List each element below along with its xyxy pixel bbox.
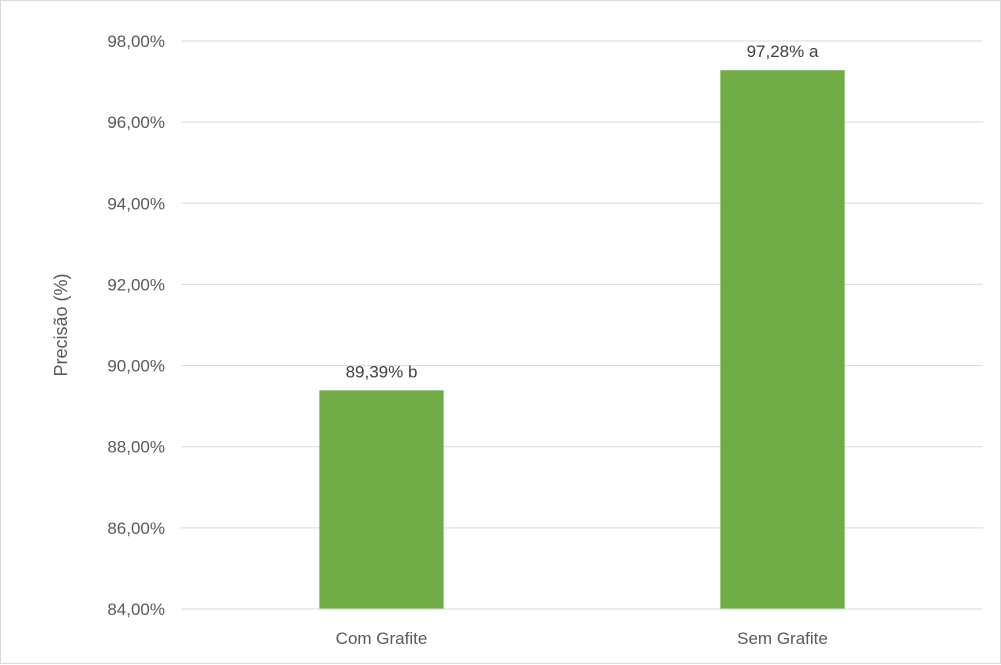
y-tick-label: 84,00% <box>107 600 165 619</box>
bar-com-grafite <box>319 390 444 609</box>
y-tick-label: 94,00% <box>107 194 165 213</box>
data-label: 89,39% b <box>346 362 418 381</box>
y-tick-label: 98,00% <box>107 32 165 51</box>
y-tick-label: 88,00% <box>107 438 165 457</box>
y-tick-label: 90,00% <box>107 357 165 376</box>
bars <box>319 70 845 609</box>
y-tick-label: 86,00% <box>107 519 165 538</box>
bar-sem-grafite <box>720 70 845 609</box>
y-tick-label: 92,00% <box>107 275 165 294</box>
labels: 84,00% 86,00% 88,00% 90,00% 92,00% 94,00% 96,0… <box>107 32 828 648</box>
data-label: 97,28% a <box>747 42 819 61</box>
gridlines <box>181 40 983 529</box>
y-tick-label: 96,00% <box>107 113 165 132</box>
y-axis-title: Precisão (%) <box>51 273 71 376</box>
x-tick-label: Sem Grafite <box>737 629 828 648</box>
x-tick-label: Com Grafite <box>336 629 428 648</box>
